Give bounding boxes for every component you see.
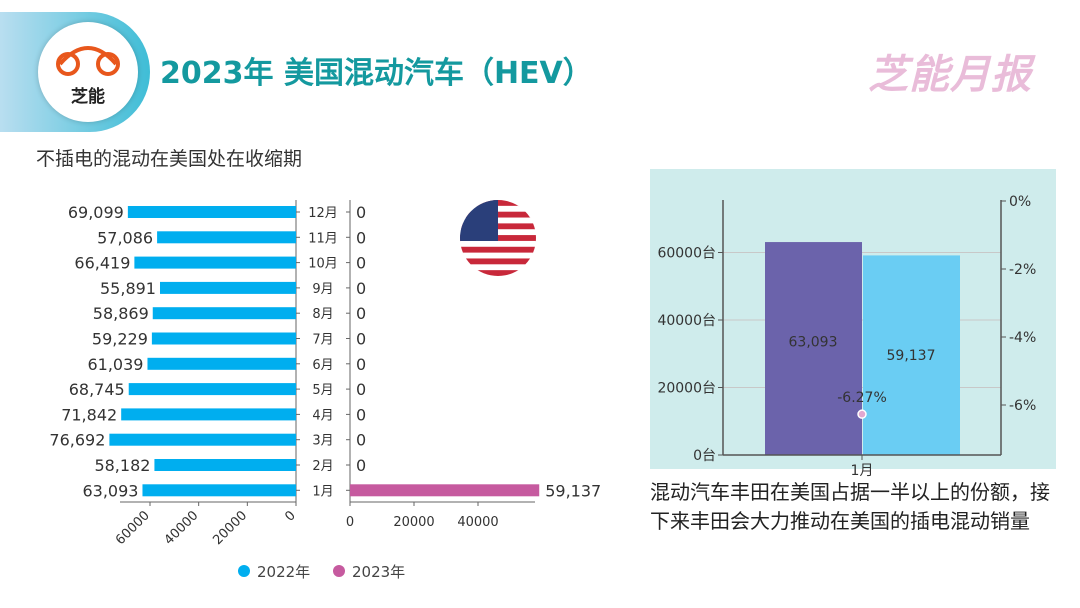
value-label-2023: 0 — [356, 203, 366, 222]
bar-2022 — [121, 408, 296, 421]
value-label-2022: 69,099 — [68, 203, 124, 222]
brand-mark: 芝能月报 — [868, 52, 1032, 98]
month-label: 7月 — [312, 333, 333, 348]
month-label: 9月 — [312, 282, 333, 297]
bar-2023-jan — [863, 255, 960, 455]
value-label-2023: 0 — [356, 279, 366, 298]
legend-label: 2022年 — [257, 563, 310, 581]
value-label-2022: 68,745 — [69, 380, 125, 399]
value-label-2023: 0 — [356, 431, 366, 450]
bar-2022 — [151, 332, 296, 345]
flag-stripe — [460, 270, 536, 276]
month-label: 6月 — [312, 358, 333, 373]
bar-2022 — [128, 383, 296, 396]
note-text: 混动汽车丰田在美国占据一半以上的份额，接下来丰田会大力推动在美国的插电混动销量 — [650, 480, 1050, 533]
bar-2022 — [142, 484, 296, 497]
car-logo-icon — [56, 46, 120, 76]
month-label: 1月 — [312, 484, 333, 499]
bar-2022 — [147, 357, 296, 370]
value-label-2022: 57,086 — [97, 228, 153, 247]
bar-2023 — [350, 484, 540, 497]
value-label-2022: 63,093 — [82, 481, 138, 500]
x-tick-label: 1月 — [851, 463, 874, 479]
legend-marker — [333, 565, 345, 577]
bar-2022-jan — [765, 242, 862, 455]
bar-2022 — [127, 206, 296, 218]
flag-canton — [460, 200, 498, 241]
logo: 芝能 — [38, 22, 138, 122]
value-label-2023: 0 — [356, 254, 366, 273]
flag-stripe — [460, 264, 536, 271]
bar-2022 — [157, 231, 296, 244]
value-label-2022: 71,842 — [61, 405, 117, 424]
month-label: 10月 — [308, 257, 338, 272]
value-label-2023: 0 — [356, 304, 366, 323]
x-tick-label: 0 — [346, 515, 354, 530]
flag-stripe — [460, 258, 536, 265]
page-title: 2023年 美国混动汽车（HEV） — [160, 56, 593, 91]
y-tick-label: 40000台 — [657, 313, 716, 329]
y-tick-label: 0台 — [693, 448, 716, 464]
value-label-2023: 0 — [356, 355, 366, 374]
bar-value-label: 63,093 — [789, 335, 838, 351]
value-label-2023: 0 — [356, 405, 366, 424]
bar-2022 — [159, 281, 296, 294]
x-tick-label: 20000 — [393, 515, 434, 530]
month-label: 2月 — [312, 459, 333, 474]
x-tick-label: 20000 — [210, 508, 250, 548]
value-label-2022: 59,229 — [92, 330, 148, 349]
bar-value-label: 59,137 — [887, 348, 936, 364]
flag-stripe — [460, 240, 536, 248]
value-label-2022: 55,891 — [100, 279, 156, 298]
month-label: 8月 — [312, 307, 333, 322]
y-tick-label: 20000台 — [657, 381, 716, 397]
month-label: 12月 — [308, 206, 338, 221]
bar-2022 — [154, 459, 296, 471]
subtitle: 不插电的混动在美国处在收缩期 — [36, 148, 303, 170]
y-tick-label: 60000台 — [657, 246, 716, 262]
x-tick-label: 0 — [282, 508, 298, 524]
month-label: 5月 — [312, 383, 333, 398]
value-label-2023: 0 — [356, 330, 366, 349]
y2-tick-label: 0% — [1009, 194, 1031, 210]
value-label-2022: 58,182 — [94, 456, 150, 475]
legend-marker — [238, 565, 250, 577]
value-label-2023: 0 — [356, 380, 366, 399]
flag-stripe — [460, 246, 536, 254]
y2-tick-label: -6% — [1009, 398, 1036, 414]
x-tick-label: 40000 — [162, 508, 202, 548]
bar-2022 — [152, 307, 296, 320]
bar-2022 — [134, 256, 296, 269]
month-label: 4月 — [312, 408, 333, 423]
value-label-2022: 58,869 — [93, 304, 149, 323]
month-label: 11月 — [308, 231, 338, 246]
logo-text: 芝能 — [71, 87, 105, 107]
value-label-2023: 0 — [356, 456, 366, 475]
yoy-label: -6.27% — [837, 390, 887, 406]
y2-tick-label: -4% — [1009, 330, 1036, 346]
x-tick-label: 60000 — [113, 508, 153, 548]
bar-2022 — [109, 433, 296, 446]
legend-label: 2023年 — [352, 563, 405, 581]
us-flag-icon — [460, 200, 536, 276]
value-label-2023: 59,137 — [545, 481, 601, 500]
value-label-2023: 0 — [356, 228, 366, 247]
x-tick-label: 40000 — [457, 515, 498, 530]
y2-tick-label: -2% — [1009, 262, 1036, 278]
value-label-2022: 66,419 — [74, 254, 130, 273]
value-label-2022: 61,039 — [87, 355, 143, 374]
value-label-2022: 76,692 — [49, 431, 105, 450]
month-label: 3月 — [312, 434, 333, 449]
yoy-point — [857, 409, 867, 419]
flag-stripe — [460, 252, 536, 259]
